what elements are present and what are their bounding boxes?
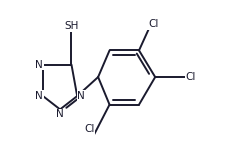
Text: SH: SH — [64, 21, 79, 31]
Text: Cl: Cl — [186, 72, 196, 82]
Text: Cl: Cl — [84, 124, 94, 134]
Text: N: N — [35, 91, 43, 101]
Text: N: N — [56, 109, 64, 119]
Text: Cl: Cl — [148, 19, 158, 29]
Text: N: N — [77, 91, 85, 101]
Text: N: N — [35, 60, 43, 70]
